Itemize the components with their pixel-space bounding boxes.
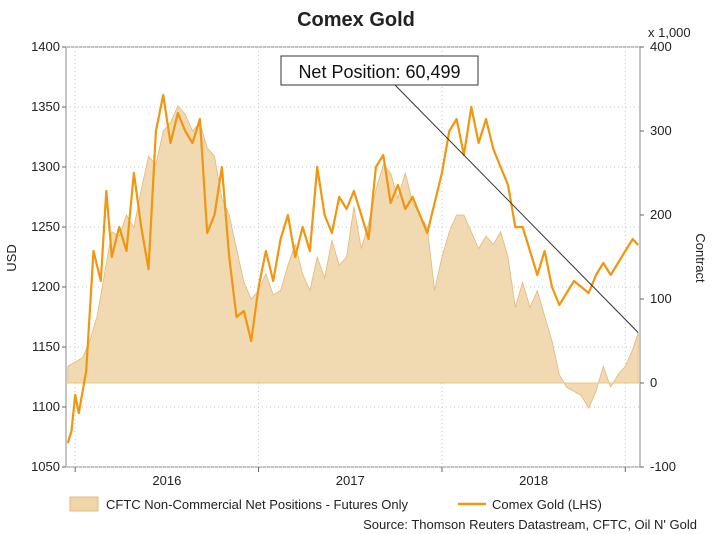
legend-swatch-area	[69, 496, 99, 512]
right-tick-label: 200	[650, 207, 672, 222]
x-tick-label: 2017	[336, 473, 365, 488]
right-tick-label: 0	[650, 375, 657, 390]
left-tick-label: 1050	[31, 459, 60, 474]
left-tick-label: 1400	[31, 39, 60, 54]
legend: CFTC Non-Commercial Net Positions - Futu…	[69, 496, 602, 512]
chart-title: Comex Gold	[297, 9, 415, 31]
callout-box	[280, 55, 479, 86]
x-axis-ticks: 2016 2017 2018	[74, 467, 626, 488]
callout-text: Net Position: 60,499	[298, 62, 460, 82]
legend-label-line: Comex Gold (LHS)	[492, 497, 602, 512]
left-tick-label: 1300	[31, 159, 60, 174]
gold-price-polyline	[66, 93, 640, 444]
right-tick-label: 400	[650, 39, 672, 54]
net-position-area-path	[67, 105, 639, 410]
net-position-area	[67, 105, 639, 410]
left-tick-label: 1350	[31, 99, 60, 114]
x-tick-label: 2016	[152, 473, 181, 488]
left-tick-label: 1100	[32, 399, 60, 414]
right-tick-label: -100	[650, 459, 676, 474]
net-position-callout: Net Position: 60,499	[280, 55, 639, 333]
left-tick-label: 1250	[31, 219, 60, 234]
right-axis-title: Contract	[693, 233, 708, 283]
right-tick-label: 300	[650, 123, 672, 138]
left-axis-title: USD	[4, 244, 19, 271]
right-axis-multiplier-label: x 1,000	[648, 25, 691, 40]
right-axis-ticks: 400 300 200 100 0 -100	[640, 39, 676, 474]
left-axis-ticks: 1400 1350 1300 1250 1200 1150 1100 1050	[31, 39, 66, 474]
gold-price-line	[66, 93, 640, 444]
right-tick-label: 100	[650, 291, 672, 306]
left-tick-label: 1200	[31, 279, 60, 294]
source-note: Source: Thomson Reuters Datastream, CFTC…	[363, 517, 697, 532]
left-tick-label: 1150	[32, 339, 60, 354]
x-tick-label: 2018	[519, 473, 548, 488]
callout-leader-line	[394, 84, 639, 333]
legend-label-area: CFTC Non-Commercial Net Positions - Futu…	[106, 497, 408, 512]
